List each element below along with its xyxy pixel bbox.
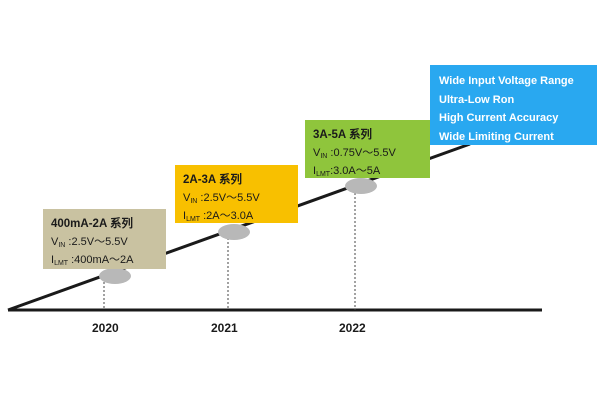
- year-label-2022: 2022: [339, 321, 366, 335]
- product-title: 400mA-2A 系列: [51, 218, 134, 230]
- input-voltage-spec: VIN :2.5V～5.5V: [51, 236, 128, 249]
- feature-item: Ultra-Low Ron: [439, 93, 515, 106]
- current-limit-spec: ILMT:3.0A～5A: [313, 165, 381, 178]
- input-voltage-spec: VIN :0.75V～5.5V: [313, 147, 396, 160]
- features-box: Wide Input Voltage Range Ultra-Low Ron H…: [430, 65, 597, 145]
- product-title: 3A-5A 系列: [313, 129, 372, 141]
- milestone-2022: [345, 178, 377, 194]
- feature-item: Wide Limiting Current: [439, 130, 554, 143]
- milestone-2021: [218, 224, 250, 240]
- product-box-2022: 3A-5A 系列 VIN :0.75V～5.5V ILMT:3.0A～5A: [305, 120, 430, 178]
- feature-item: High Current Accuracy: [439, 112, 559, 124]
- year-label-2021: 2021: [211, 321, 238, 335]
- product-title: 2A-3A 系列: [183, 174, 242, 186]
- input-voltage-spec: VIN :2.5V～5.5V: [183, 192, 260, 205]
- milestone-2020: [99, 268, 131, 284]
- product-box-2020: 400mA-2A 系列 VIN :2.5V～5.5V ILMT :400mA～2…: [43, 209, 166, 269]
- feature-item: Wide Input Voltage Range: [439, 75, 574, 87]
- year-label-2020: 2020: [92, 321, 119, 335]
- product-box-2021: 2A-3A 系列 VIN :2.5V～5.5V ILMT :2A～3.0A: [175, 165, 298, 223]
- current-limit-spec: ILMT :2A～3.0A: [183, 210, 254, 223]
- current-limit-spec: ILMT :400mA～2A: [51, 254, 134, 267]
